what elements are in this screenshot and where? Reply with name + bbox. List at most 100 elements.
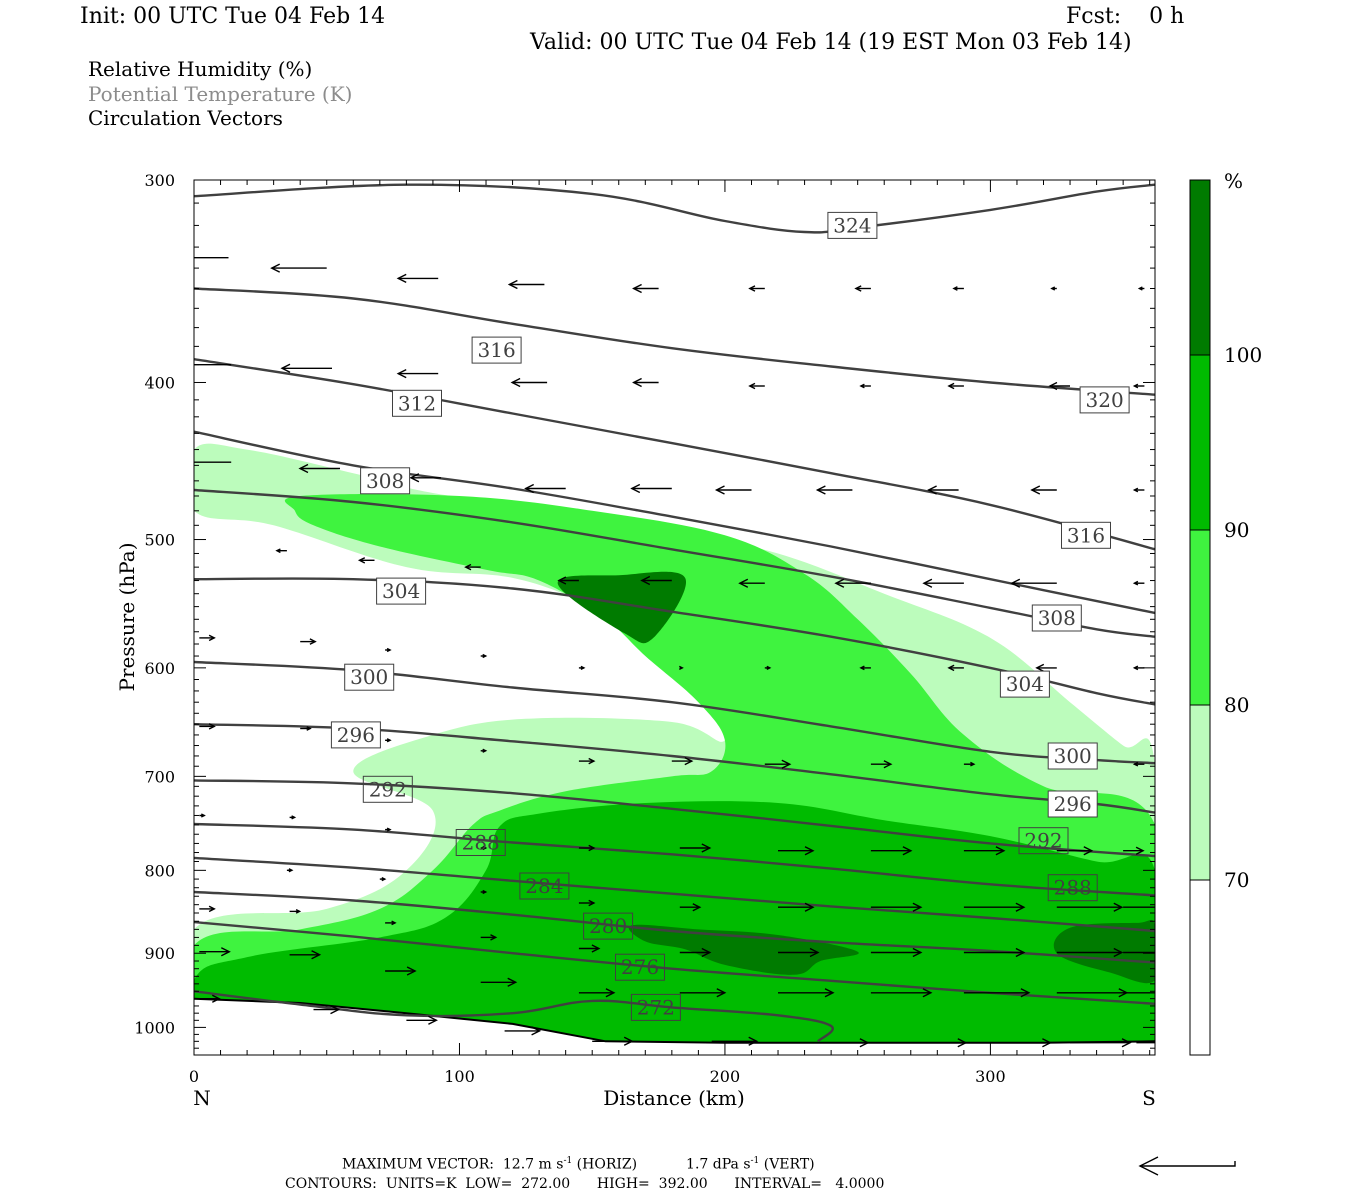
vector-head [220, 947, 231, 957]
circulation-vector [1132, 487, 1145, 493]
colorbar-segment [1189, 354, 1211, 531]
vector-head [490, 934, 498, 941]
vector-head [1050, 286, 1056, 291]
vector-head [927, 485, 937, 495]
x-axis-label: Distance (km) [603, 1086, 745, 1110]
circulation-vector [1070, 1038, 1132, 1048]
circulation-vector [385, 827, 392, 832]
vector-head [1020, 988, 1031, 998]
circulation-vector [1048, 381, 1070, 391]
theta-label-layer: 324 320 316 316 312 308 308 304 304 300 300 296 296 2… [330, 211, 1130, 1021]
theta-label-text: 288 [462, 831, 500, 855]
vector-head [1168, 1039, 1176, 1047]
theta-label-text: 304 [1006, 672, 1044, 696]
vector-head [280, 363, 291, 373]
vector-head [482, 748, 488, 753]
circulation-vector [1035, 663, 1057, 673]
circulation-vector [963, 761, 976, 767]
init-time: Init: 00 UTC Tue 04 Feb 14 [80, 4, 386, 29]
vector-head [211, 994, 221, 1003]
vector-head [1132, 487, 1139, 493]
vector-head [605, 988, 616, 998]
circulation-vector [194, 257, 229, 259]
vector-head [588, 899, 596, 907]
circulation-vector [1123, 903, 1155, 912]
circulation-vector [1056, 902, 1124, 912]
theta-label-272: 272 [630, 993, 681, 1021]
theta-label-box [362, 775, 413, 803]
circulation-vector [711, 1036, 759, 1046]
vector-head [357, 557, 366, 564]
theta-label-300: 300 [344, 663, 395, 691]
circulation-vector [300, 726, 312, 731]
circulation-vector [679, 947, 712, 958]
circulation-vector [778, 846, 815, 856]
theta-label-box [330, 721, 381, 749]
footer-vector-key [1138, 1156, 1236, 1176]
circulation-vector [1030, 485, 1057, 495]
circulation-vector [578, 665, 586, 671]
circulation-vector [275, 548, 287, 554]
vector-head [1015, 947, 1026, 958]
vector-head [391, 920, 397, 926]
theta-label-text: 276 [621, 955, 659, 979]
vector-head [684, 756, 694, 766]
colorbar-level-label: 90 [1224, 518, 1249, 542]
circulation-vector [678, 665, 684, 671]
y-tick-label: 900 [144, 944, 175, 963]
theta-label-text: 300 [350, 665, 388, 689]
circulation-vector [963, 947, 1026, 958]
circulation-vector [870, 846, 913, 856]
theta-label-320: 320 [1079, 386, 1130, 414]
max-vector-line: MAXIMUM VECTOR: 12.7 m s-1 (HORIZ) 1.7 d… [342, 1156, 815, 1173]
vector-head [1083, 846, 1094, 856]
theta-label-292: 292 [362, 775, 413, 803]
circulation-vector [748, 382, 765, 390]
circulation-vector [300, 638, 317, 645]
vector-head [692, 903, 702, 912]
vector-head [1160, 989, 1168, 997]
circulation-vector [778, 902, 815, 912]
circulation-vector [990, 1038, 1052, 1048]
theta-label-box [1031, 604, 1082, 632]
circulation-vector [859, 665, 871, 671]
circulation-vector [859, 383, 871, 389]
theta-label-box [344, 663, 395, 691]
vector-head [766, 665, 772, 671]
contours-line: CONTOURS: UNITS=K LOW= 272.00 HIGH= 392.… [285, 1176, 885, 1192]
theta-contour-304 [194, 577, 1155, 706]
colorbar-segment [1189, 529, 1211, 706]
vector-head [922, 578, 933, 588]
theta-label-text: 292 [1024, 829, 1062, 853]
circulation-vector [854, 285, 871, 292]
vector-head [396, 273, 407, 284]
theta-contour-280 [194, 890, 1155, 964]
circulation-vector [679, 843, 712, 853]
circulation-vector [578, 844, 596, 852]
vector-head [1135, 846, 1145, 855]
vector-head [922, 988, 933, 998]
circulation-vector [289, 950, 322, 960]
circulation-vector [963, 846, 1006, 856]
circulation-vector [510, 377, 548, 388]
circulation-vector [963, 902, 1026, 912]
circulation-vector [1132, 761, 1145, 767]
vector-head [1042, 1038, 1052, 1048]
vector-head [482, 845, 488, 851]
vector-head [482, 653, 488, 659]
vector-head [632, 283, 642, 294]
vector-head [557, 576, 567, 585]
theta-label-284: 284 [519, 872, 570, 900]
circulation-vector [524, 483, 566, 494]
circulation-vector [480, 934, 498, 941]
vector-head [311, 950, 322, 960]
vector-head [428, 1015, 438, 1025]
x-tick-label: 200 [710, 1067, 741, 1086]
forecast-hour: Fcst: 0 h [1066, 4, 1185, 29]
x-tick-label: 300 [975, 1067, 1006, 1086]
circulation-vector [578, 944, 601, 953]
y-tick-label: 400 [144, 374, 175, 393]
circulation-vector [199, 634, 216, 642]
circulation-vector [357, 557, 375, 564]
y-tick-label: 700 [144, 767, 175, 786]
